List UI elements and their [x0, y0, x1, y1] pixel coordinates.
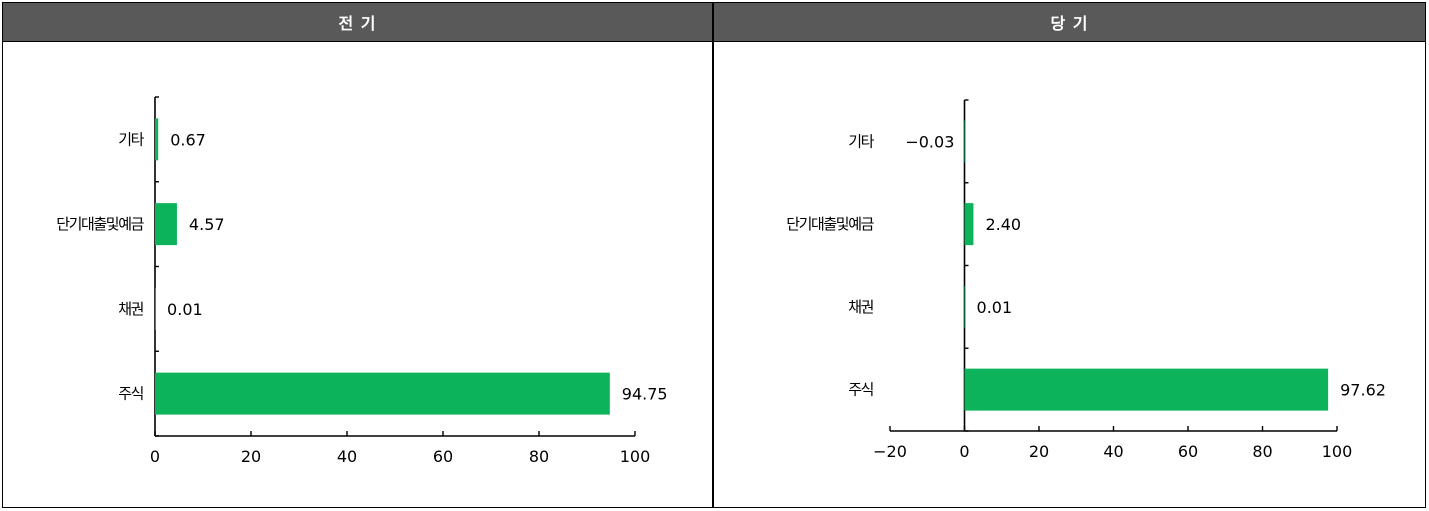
- category-label: 채권: [848, 298, 873, 316]
- data-label: 94.75: [622, 385, 668, 404]
- data-label: 0.01: [167, 300, 203, 319]
- x-tick-label: 40: [1103, 442, 1123, 461]
- x-tick-label: 20: [1029, 442, 1049, 461]
- x-tick-label: 60: [433, 447, 453, 466]
- data-label: 0.01: [977, 298, 1013, 317]
- x-tick-label: 20: [241, 447, 261, 466]
- category-label: 주식: [118, 385, 143, 403]
- bar: [155, 203, 177, 246]
- category-label: 기타: [118, 130, 144, 148]
- data-label: 2.40: [985, 215, 1021, 234]
- category-label: 단기대출및예금: [56, 215, 144, 233]
- bar: [155, 118, 159, 161]
- x-tick-label: 100: [1322, 442, 1353, 461]
- bar: [964, 285, 965, 328]
- data-label: 0.67: [170, 130, 206, 149]
- category-label: 기타: [848, 132, 874, 150]
- bar-chart-previous: 0 20 40 60 80 100 기타 0.67 단기대출및예금 4.57 채권 0.01 주식 94.…: [56, 96, 668, 466]
- bar: [964, 203, 974, 246]
- data-label: −0.03: [905, 132, 954, 151]
- chart-title: 당 기: [714, 3, 1425, 42]
- category-label: 단기대출및예금: [786, 215, 874, 233]
- x-tick-label: 0: [959, 442, 969, 461]
- chart-title: 전 기: [3, 3, 712, 42]
- data-label: 4.57: [189, 215, 225, 234]
- x-tick-label: 60: [1178, 442, 1198, 461]
- category-label: 채권: [118, 300, 143, 318]
- x-tick-label: 0: [150, 447, 160, 466]
- chart-panel-previous: 전 기 0 20 40 60 80 100 기타 0.67 단기대출및예금 4.57 채권 0.01 주…: [3, 3, 714, 507]
- category-label: 주식: [848, 381, 873, 399]
- x-tick-label: −20: [873, 442, 907, 461]
- chart-panel-current: 당 기 −20 0 20 40 60 80 100 기타 −0.03 단기대출및예금 2.40 채권 0…: [714, 3, 1425, 507]
- bar: [155, 287, 156, 330]
- bar: [964, 120, 965, 163]
- bar-chart-current: −20 0 20 40 60 80 100 기타 −0.03 단기대출및예금 2.40 채권 0.01 주…: [786, 99, 1386, 461]
- bar: [155, 372, 610, 415]
- bar: [964, 368, 1329, 411]
- x-tick-label: 80: [1252, 442, 1272, 461]
- x-tick-label: 100: [620, 447, 651, 466]
- x-tick-label: 80: [529, 447, 549, 466]
- x-tick-label: 40: [337, 447, 357, 466]
- data-label: 97.62: [1340, 381, 1386, 400]
